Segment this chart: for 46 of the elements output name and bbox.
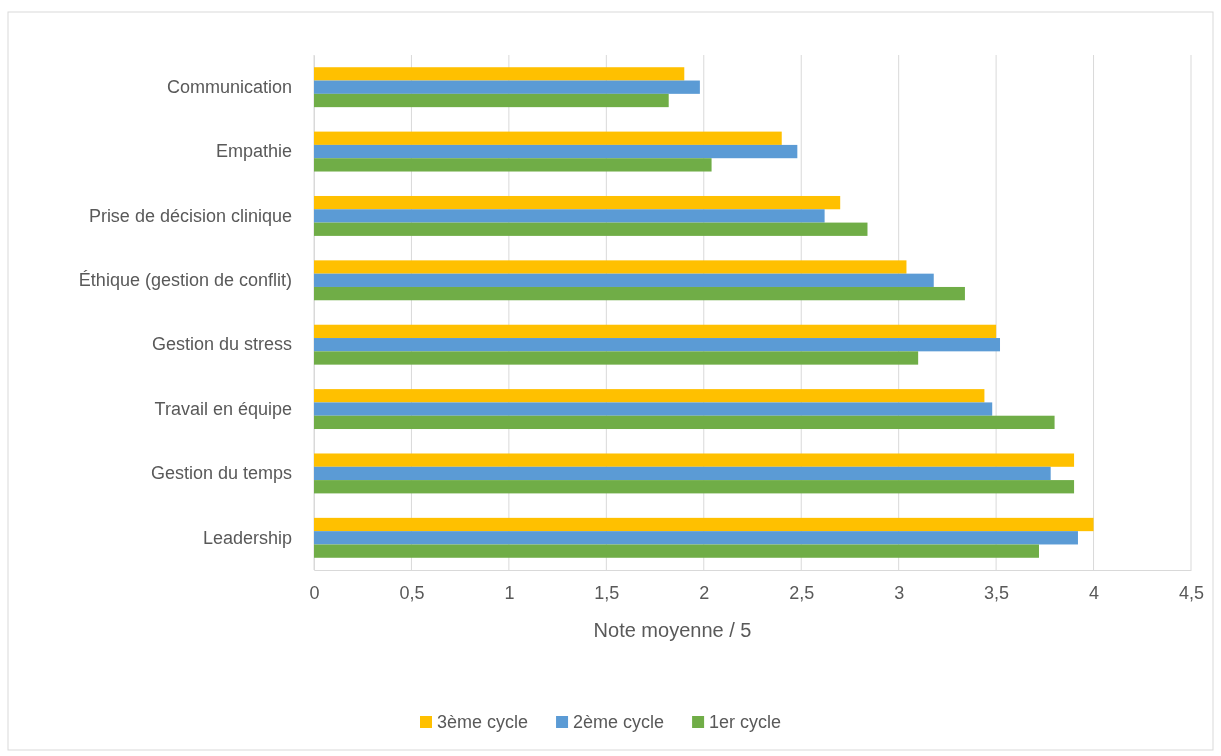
x-tick-label: 0 — [309, 582, 320, 603]
bar — [314, 453, 1075, 467]
bar — [314, 544, 1039, 558]
bar — [314, 338, 1001, 352]
bar — [314, 67, 685, 81]
bar — [314, 260, 907, 274]
x-tick-label: 1,5 — [594, 582, 620, 603]
x-axis-title: Note moyenne / 5 — [593, 619, 752, 641]
y-tick-label: Leadership — [202, 527, 292, 548]
bar — [314, 517, 1094, 532]
x-tick-label: 3,5 — [984, 582, 1010, 603]
y-tick-label: Communication — [166, 76, 292, 97]
x-tick-label: 4,5 — [1178, 582, 1205, 603]
bar — [314, 466, 1051, 481]
y-tick-label: Gestion du temps — [150, 463, 292, 484]
bar — [314, 195, 841, 210]
bar — [314, 324, 997, 339]
bar — [314, 158, 712, 172]
bar — [314, 480, 1075, 494]
x-tick-label: 3 — [894, 582, 905, 603]
y-tick-label: Empathie — [215, 141, 292, 162]
bar — [314, 415, 1055, 430]
x-tick-label: 0,5 — [399, 582, 425, 603]
legend-label: 2ème cycle — [573, 712, 665, 732]
bar — [314, 351, 919, 365]
legend-label: 1er cycle — [709, 712, 782, 732]
bar — [314, 531, 1078, 545]
x-tick-label: 2,5 — [789, 582, 815, 603]
y-tick-label: Gestion du stress — [151, 334, 292, 355]
x-tick-label: 4 — [1089, 582, 1100, 603]
bar — [314, 131, 782, 145]
bar — [314, 80, 700, 94]
bar — [314, 389, 985, 403]
y-tick-label: Éthique (gestion de conflit) — [78, 270, 292, 291]
bar — [314, 273, 934, 287]
bar — [314, 286, 965, 301]
x-tick-label: 2 — [699, 582, 710, 603]
bar — [314, 209, 825, 223]
legend-label: 3ème cycle — [437, 712, 529, 732]
bar — [314, 222, 868, 236]
y-tick-label: Travail en équipe — [154, 398, 292, 419]
bar — [314, 93, 669, 108]
bar — [314, 144, 798, 159]
x-tick-label: 1 — [504, 582, 515, 603]
bar — [314, 402, 993, 416]
y-tick-label: Prise de décision clinique — [88, 205, 292, 226]
